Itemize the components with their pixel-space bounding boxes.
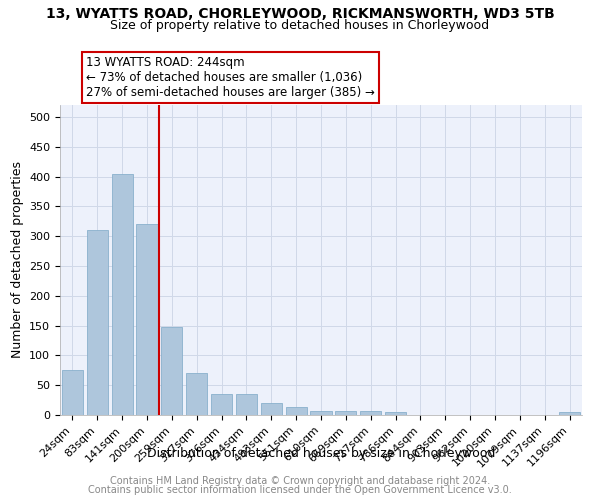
Bar [87, 230, 108, 415]
Text: Distribution of detached houses by size in Chorleywood: Distribution of detached houses by size … [147, 448, 495, 460]
Bar [211, 394, 232, 415]
Text: Size of property relative to detached houses in Chorleywood: Size of property relative to detached ho… [110, 19, 490, 32]
Text: 13, WYATTS ROAD, CHORLEYWOOD, RICKMANSWORTH, WD3 5TB: 13, WYATTS ROAD, CHORLEYWOOD, RICKMANSWO… [46, 8, 554, 22]
Bar [186, 374, 207, 415]
Bar [136, 224, 158, 415]
Bar [360, 412, 381, 415]
Bar [335, 412, 356, 415]
Bar [261, 403, 282, 415]
Bar [559, 412, 580, 415]
Text: Contains HM Land Registry data © Crown copyright and database right 2024.: Contains HM Land Registry data © Crown c… [110, 476, 490, 486]
Bar [310, 412, 332, 415]
Bar [286, 407, 307, 415]
Bar [236, 394, 257, 415]
Y-axis label: Number of detached properties: Number of detached properties [11, 162, 23, 358]
Bar [161, 327, 182, 415]
Bar [62, 370, 83, 415]
Bar [385, 412, 406, 415]
Text: 13 WYATTS ROAD: 244sqm
← 73% of detached houses are smaller (1,036)
27% of semi-: 13 WYATTS ROAD: 244sqm ← 73% of detached… [86, 56, 375, 99]
Bar [112, 174, 133, 415]
Text: Contains public sector information licensed under the Open Government Licence v3: Contains public sector information licen… [88, 485, 512, 495]
